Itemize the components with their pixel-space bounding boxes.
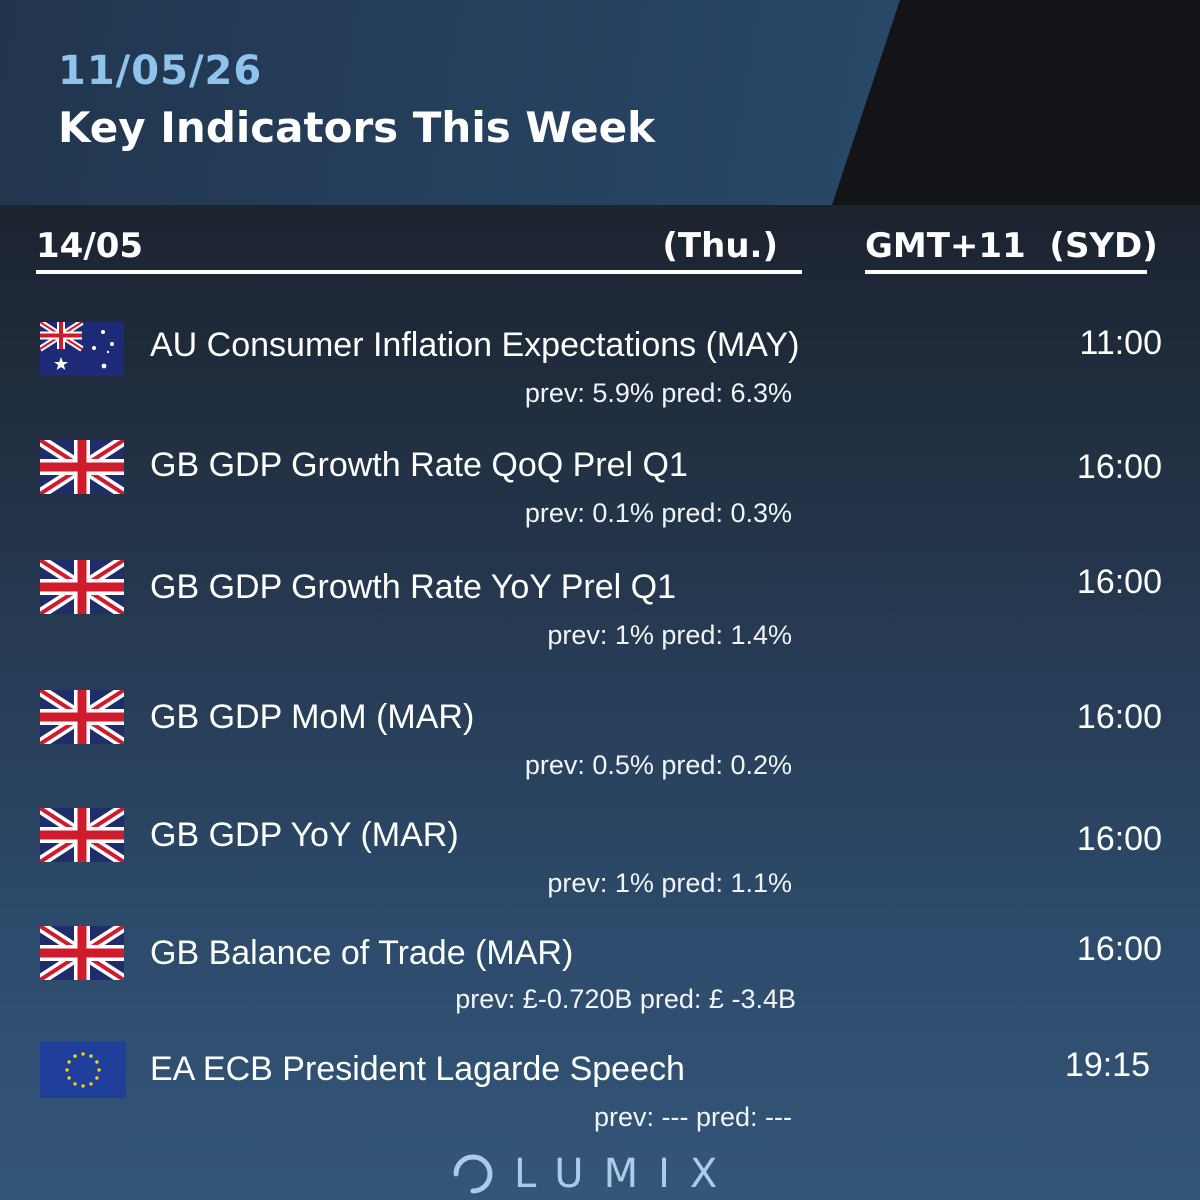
event-time: 16:00	[1076, 448, 1162, 486]
header-panel	[0, 0, 900, 205]
event-row: AU Consumer Inflation Expectations (MAY)…	[0, 318, 1200, 428]
event-name: GB GDP MoM (MAR)	[150, 698, 475, 736]
day-name: (Thu.)	[662, 226, 778, 266]
timezone-heading: GMT+11 (SYD)	[865, 226, 1158, 274]
au-flag-icon	[40, 322, 124, 376]
gb-flag-icon	[40, 808, 124, 862]
event-row: GB GDP YoY (MAR) prev: 1% pred: 1.1% 16:…	[0, 806, 1200, 916]
event-name: GB Balance of Trade (MAR)	[150, 934, 574, 972]
gb-flag-icon	[40, 926, 124, 980]
event-time: 16:00	[1076, 820, 1162, 858]
event-name: GB GDP YoY (MAR)	[150, 816, 459, 854]
event-row: GB GDP Growth Rate YoY Prel Q1 prev: 1% …	[0, 558, 1200, 668]
timezone-label: GMT+11 (SYD)	[865, 226, 1158, 266]
event-time: 16:00	[1076, 698, 1162, 736]
event-row: GB Balance of Trade (MAR) prev: £-0.720B…	[0, 924, 1200, 1034]
day-heading: 14/05 (Thu.)	[36, 226, 802, 274]
event-time: 16:00	[1076, 930, 1162, 968]
gb-flag-icon	[40, 560, 124, 614]
event-prev-pred: prev: £-0.720B pred: £ -3.4B	[455, 984, 796, 1014]
event-prev-pred: prev: 0.5% pred: 0.2%	[524, 750, 792, 780]
event-time: 11:00	[1079, 324, 1162, 362]
event-time: 16:00	[1076, 563, 1162, 601]
event-prev-pred: prev: 1% pred: 1.4%	[547, 620, 792, 650]
day-date: 14/05	[36, 226, 144, 266]
event-row: EA ECB President Lagarde Speech prev: --…	[0, 1040, 1200, 1150]
event-time: 19:15	[1064, 1046, 1150, 1084]
event-name: AU Consumer Inflation Expectations (MAY)	[150, 326, 800, 364]
event-prev-pred: prev: 5.9% pred: 6.3%	[524, 378, 792, 408]
event-row: GB GDP Growth Rate QoQ Prel Q1 prev: 0.1…	[0, 438, 1200, 548]
brand-logo: LUMIX	[450, 1150, 737, 1198]
brand-name: LUMIX	[514, 1151, 738, 1197]
lumix-logo-icon	[453, 1154, 493, 1194]
event-name: GB GDP Growth Rate QoQ Prel Q1	[150, 446, 688, 484]
gb-flag-icon	[40, 440, 124, 494]
eu-flag-icon	[40, 1042, 126, 1098]
event-name: GB GDP Growth Rate YoY Prel Q1	[150, 568, 677, 606]
event-prev-pred: prev: --- pred: ---	[593, 1102, 792, 1132]
event-prev-pred: prev: 0.1% pred: 0.3%	[524, 498, 792, 528]
event-row: GB GDP MoM (MAR) prev: 0.5% pred: 0.2% 1…	[0, 688, 1200, 798]
header-date: 11/05/26	[58, 48, 263, 94]
event-name: EA ECB President Lagarde Speech	[150, 1050, 685, 1088]
event-prev-pred: prev: 1% pred: 1.1%	[547, 868, 792, 898]
page-title: Key Indicators This Week	[58, 103, 656, 152]
gb-flag-icon	[40, 690, 124, 744]
